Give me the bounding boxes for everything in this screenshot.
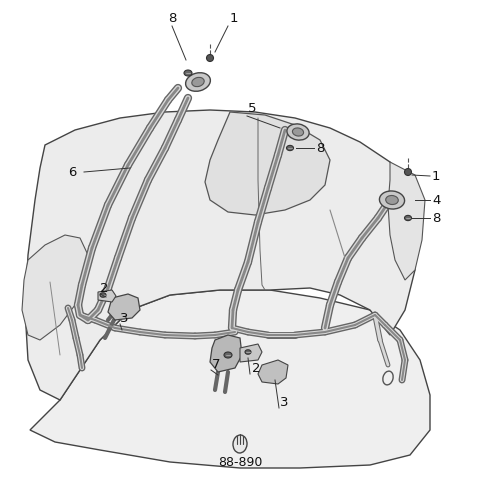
Polygon shape bbox=[30, 290, 430, 468]
Text: 7: 7 bbox=[212, 357, 220, 370]
Ellipse shape bbox=[405, 168, 411, 175]
Ellipse shape bbox=[287, 146, 293, 151]
Ellipse shape bbox=[192, 78, 204, 86]
Polygon shape bbox=[98, 290, 116, 302]
Polygon shape bbox=[258, 360, 288, 384]
Text: 6: 6 bbox=[68, 166, 76, 178]
Ellipse shape bbox=[186, 73, 210, 91]
Polygon shape bbox=[25, 110, 418, 400]
Text: 4: 4 bbox=[432, 193, 440, 206]
Ellipse shape bbox=[405, 215, 411, 221]
Ellipse shape bbox=[386, 195, 398, 205]
Polygon shape bbox=[388, 162, 425, 280]
Polygon shape bbox=[205, 112, 330, 215]
Ellipse shape bbox=[287, 124, 309, 140]
Text: 3: 3 bbox=[120, 312, 129, 325]
Ellipse shape bbox=[206, 55, 214, 62]
Ellipse shape bbox=[292, 128, 303, 136]
Text: 88-890: 88-890 bbox=[218, 455, 262, 469]
Polygon shape bbox=[108, 294, 140, 320]
Text: 3: 3 bbox=[280, 396, 288, 409]
Text: 8: 8 bbox=[168, 11, 176, 24]
Polygon shape bbox=[22, 235, 88, 340]
Ellipse shape bbox=[233, 435, 247, 453]
Ellipse shape bbox=[100, 293, 106, 297]
Polygon shape bbox=[240, 344, 262, 362]
Text: 1: 1 bbox=[230, 11, 239, 24]
Text: 8: 8 bbox=[316, 142, 324, 155]
Text: 2: 2 bbox=[252, 361, 261, 375]
Ellipse shape bbox=[184, 70, 192, 76]
Ellipse shape bbox=[224, 352, 232, 358]
Text: 8: 8 bbox=[432, 212, 440, 225]
Polygon shape bbox=[210, 335, 242, 372]
Ellipse shape bbox=[245, 350, 251, 354]
Text: 2: 2 bbox=[100, 281, 108, 295]
Ellipse shape bbox=[379, 191, 405, 209]
Text: 1: 1 bbox=[432, 169, 441, 182]
Text: 5: 5 bbox=[248, 101, 256, 114]
